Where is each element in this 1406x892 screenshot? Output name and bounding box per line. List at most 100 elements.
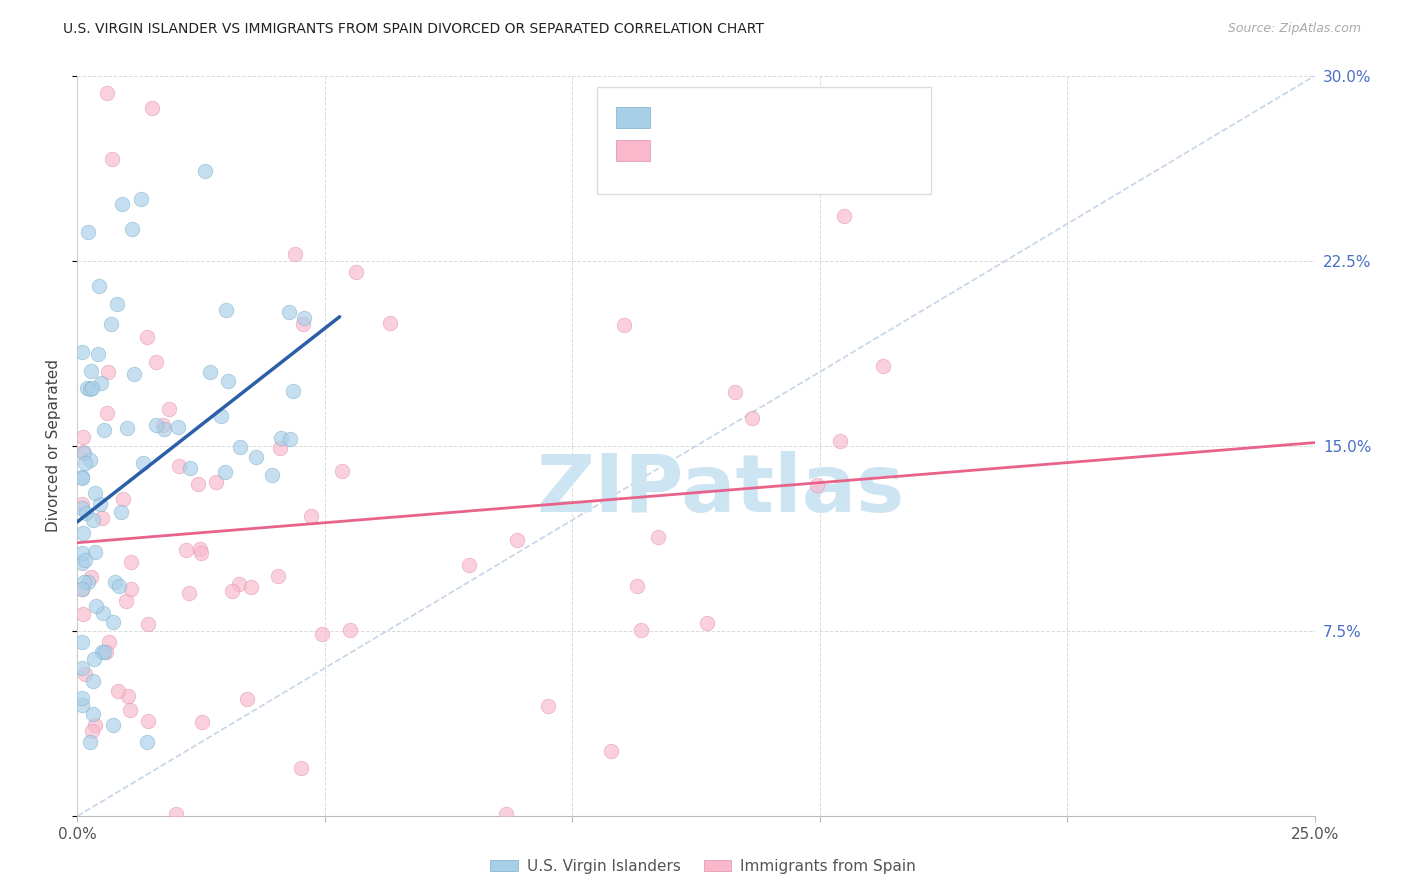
Point bbox=[117, 689, 139, 703]
Point bbox=[194, 164, 217, 178]
Point bbox=[457, 558, 479, 573]
Point bbox=[166, 419, 188, 434]
Point bbox=[278, 305, 301, 319]
Point bbox=[215, 303, 238, 318]
Point bbox=[72, 545, 94, 559]
Point bbox=[153, 422, 176, 436]
Point bbox=[84, 486, 107, 500]
Legend: U.S. Virgin Islanders, Immigrants from Spain: U.S. Virgin Islanders, Immigrants from S… bbox=[484, 853, 922, 880]
Point bbox=[111, 197, 134, 211]
Point bbox=[187, 476, 209, 491]
Point bbox=[278, 432, 301, 446]
Point bbox=[72, 497, 94, 511]
Point bbox=[82, 381, 104, 395]
Point bbox=[834, 210, 856, 224]
Point bbox=[724, 384, 747, 399]
Point bbox=[806, 478, 828, 492]
Point bbox=[91, 645, 114, 659]
Point bbox=[830, 434, 852, 448]
Point bbox=[630, 624, 652, 638]
Point bbox=[613, 318, 636, 332]
Point bbox=[72, 525, 94, 540]
Point bbox=[72, 344, 94, 359]
Point bbox=[115, 594, 138, 608]
Point bbox=[72, 660, 94, 674]
Point bbox=[284, 246, 307, 260]
Point bbox=[267, 569, 290, 583]
Point bbox=[290, 761, 312, 775]
Point bbox=[93, 606, 115, 620]
Point bbox=[72, 691, 94, 706]
Point bbox=[97, 365, 120, 379]
FancyBboxPatch shape bbox=[598, 87, 931, 194]
Point bbox=[72, 607, 94, 622]
Text: R = 0.408: R = 0.408 bbox=[662, 108, 761, 127]
Point bbox=[179, 586, 201, 600]
Point bbox=[200, 365, 222, 379]
Point bbox=[79, 453, 101, 467]
Point bbox=[100, 317, 122, 331]
Point bbox=[72, 634, 94, 648]
Point bbox=[228, 577, 250, 591]
Point bbox=[80, 364, 103, 378]
Point bbox=[204, 475, 226, 489]
Point bbox=[229, 440, 252, 454]
Point bbox=[104, 575, 127, 590]
Point bbox=[124, 368, 146, 382]
Point bbox=[83, 717, 105, 731]
Point bbox=[131, 192, 153, 206]
Text: R = 0.253: R = 0.253 bbox=[662, 142, 761, 160]
Point bbox=[136, 714, 159, 728]
Point bbox=[741, 411, 763, 425]
Point bbox=[82, 673, 104, 688]
Point bbox=[96, 86, 118, 100]
Point bbox=[120, 555, 142, 569]
Point bbox=[120, 582, 142, 596]
Point bbox=[311, 627, 333, 641]
Point bbox=[105, 297, 128, 311]
Point bbox=[188, 541, 211, 556]
Point bbox=[73, 553, 96, 567]
Point bbox=[299, 509, 322, 524]
Point bbox=[330, 464, 353, 478]
Point bbox=[600, 744, 623, 758]
Point bbox=[79, 382, 101, 396]
Text: U.S. VIRGIN ISLANDER VS IMMIGRANTS FROM SPAIN DIVORCED OR SEPARATED CORRELATION : U.S. VIRGIN ISLANDER VS IMMIGRANTS FROM … bbox=[63, 22, 763, 37]
Point bbox=[152, 417, 174, 432]
Point bbox=[145, 417, 167, 432]
Point bbox=[221, 583, 243, 598]
Point bbox=[101, 718, 124, 732]
Point bbox=[217, 374, 239, 388]
Text: Source: ZipAtlas.com: Source: ZipAtlas.com bbox=[1227, 22, 1361, 36]
Point bbox=[72, 501, 94, 516]
Point bbox=[121, 222, 143, 236]
Point bbox=[339, 623, 361, 637]
FancyBboxPatch shape bbox=[616, 107, 650, 128]
Point bbox=[80, 569, 103, 583]
Point bbox=[191, 715, 214, 730]
Text: ZIPatlas: ZIPatlas bbox=[537, 451, 905, 530]
Point bbox=[96, 406, 118, 420]
Point bbox=[110, 505, 132, 519]
Point bbox=[115, 421, 138, 435]
Point bbox=[647, 530, 669, 544]
Point bbox=[283, 384, 305, 398]
Point bbox=[80, 724, 103, 739]
Point bbox=[93, 645, 115, 659]
Point bbox=[292, 318, 315, 332]
FancyBboxPatch shape bbox=[616, 140, 650, 161]
Point bbox=[141, 101, 163, 115]
Point bbox=[626, 579, 648, 593]
Point bbox=[77, 575, 100, 590]
Point bbox=[77, 225, 100, 239]
Point bbox=[145, 355, 167, 369]
Point bbox=[118, 703, 141, 717]
Point bbox=[94, 644, 117, 658]
Point bbox=[73, 446, 96, 460]
Point bbox=[344, 265, 367, 279]
Point bbox=[262, 468, 284, 483]
Point bbox=[236, 692, 259, 706]
Point bbox=[75, 456, 97, 470]
Point bbox=[292, 311, 315, 326]
Point bbox=[89, 497, 111, 511]
